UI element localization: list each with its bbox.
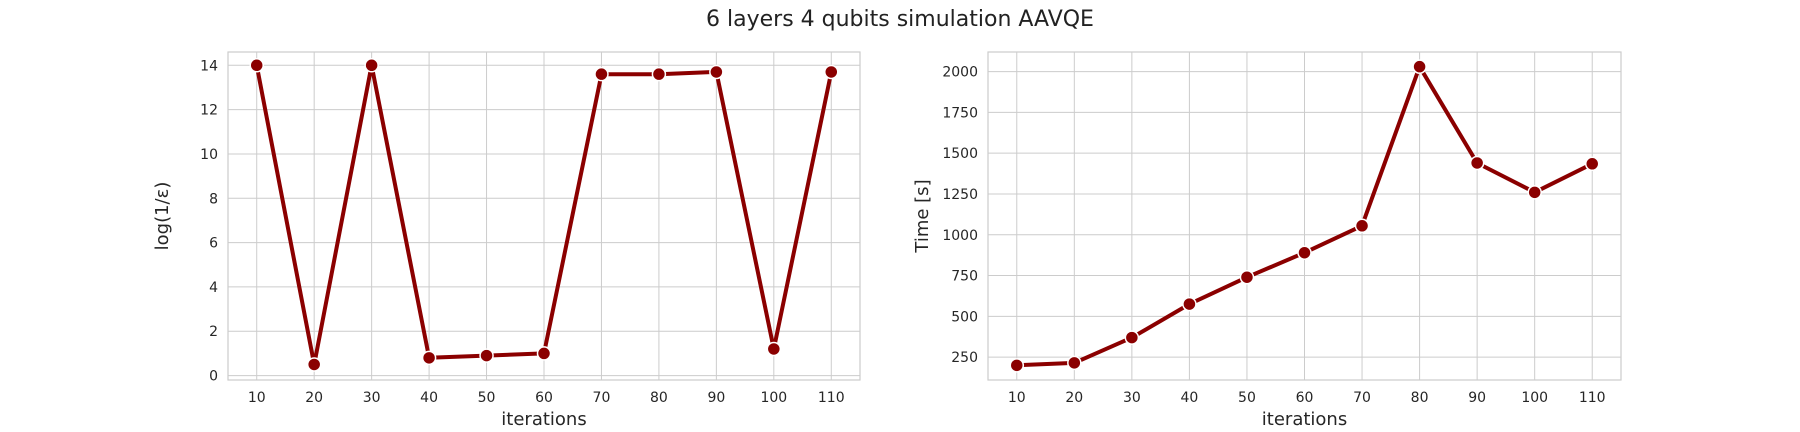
x-tick-label: 50 [1238,390,1256,406]
data-point [651,66,667,82]
x-tick-label: 60 [1296,390,1314,406]
y-tick-label: 6 [209,236,218,252]
y-tick-label: 4 [209,280,218,296]
y-tick-label: 14 [200,58,218,74]
x-tick-label: 70 [593,390,611,406]
data-point [709,64,724,80]
y-tick-label: 2000 [942,65,978,81]
data-point [536,346,552,361]
x-tick-label: 60 [535,390,553,406]
data-point [1297,245,1312,260]
x-tick-label: 100 [1521,390,1548,406]
y-tick-label: 2 [209,324,218,340]
data-point [1469,155,1485,171]
y-tick-label: 1000 [942,228,978,244]
data-point [1124,330,1140,345]
data-point [1584,156,1600,172]
data-point [1527,185,1542,200]
y-tick-label: 250 [951,350,978,366]
data-point [249,58,264,73]
y-tick-label: 1500 [942,146,978,162]
x-tick-label: 100 [760,390,787,406]
y-tick-label: 750 [951,269,978,285]
y-tick-label: 12 [200,103,218,119]
y-tick-label: 1250 [942,187,978,203]
data-point [421,350,437,366]
y-tick-label: 8 [209,191,218,207]
y-axis-label: log(1/ε) [152,182,173,251]
x-tick-label: 10 [1008,390,1026,406]
x-tick-label: 50 [478,390,496,406]
x-tick-label: 40 [1180,390,1198,406]
data-point [479,348,494,363]
x-tick-label: 80 [1411,390,1429,406]
data-point [1354,218,1370,234]
y-tick-label: 1750 [942,105,978,121]
y-tick-label: 10 [200,147,218,163]
x-tick-label: 20 [305,390,323,406]
x-tick-label: 110 [1579,390,1606,406]
y-axis-label: Time [s] [912,179,933,253]
x-tick-label: 30 [363,390,381,406]
figure-title: 6 layers 4 qubits simulation AAVQE [706,7,1094,32]
data-point [364,58,379,73]
data-point [594,66,609,82]
plot-frame [227,51,861,381]
x-tick-label: 30 [1123,390,1141,406]
x-tick-label: 90 [707,390,725,406]
x-tick-label: 40 [420,390,438,406]
x-tick-label: 70 [1353,390,1371,406]
x-tick-label: 10 [248,390,266,406]
x-tick-label: 110 [818,390,845,406]
data-point [1009,358,1025,373]
x-tick-label: 80 [650,390,668,406]
chart-log-inverse-error: 0 2 4 6 8 10 12 14 10 20 30 40 50 60 70 80 90 100 110 itera… [152,51,861,430]
data-point [1182,296,1197,312]
x-axis-label: iterations [501,409,586,430]
data-point [306,357,322,372]
x-tick-label: 20 [1065,390,1083,406]
plot-frame [987,51,1622,381]
data-point [1067,355,1082,371]
data-point [766,341,782,357]
data-point [824,64,839,80]
x-axis-label: iterations [1262,409,1347,430]
data-point [1239,269,1255,285]
chart-time: 250 500 750 1000 1250 1500 1750 2000 10 20 30 40 50 6… [912,51,1622,430]
y-tick-label: 0 [209,369,218,385]
y-tick-label: 500 [951,309,978,325]
x-tick-label: 90 [1468,390,1486,406]
data-point [1412,59,1427,74]
